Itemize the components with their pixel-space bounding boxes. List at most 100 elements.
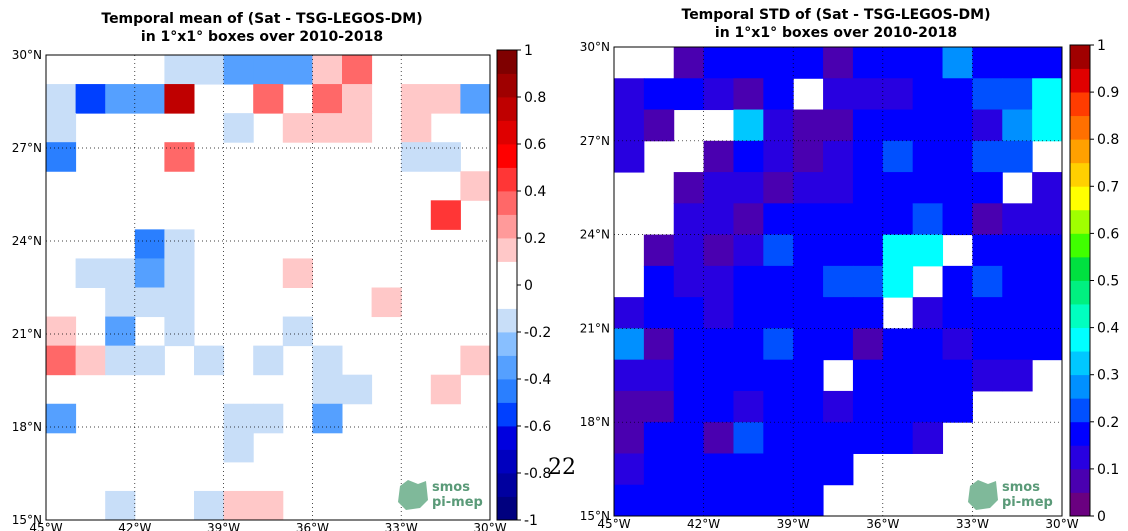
heatmap-cell bbox=[942, 47, 973, 79]
heatmap-cell bbox=[823, 453, 854, 486]
heatmap-cell bbox=[223, 432, 254, 463]
heatmap-cell bbox=[823, 47, 854, 79]
heatmap-cell bbox=[312, 374, 343, 405]
heatmap-cell bbox=[703, 390, 734, 423]
heatmap-cell bbox=[733, 297, 764, 329]
heatmap-cell bbox=[852, 172, 884, 204]
x-tick-label: 36°W bbox=[296, 521, 329, 531]
y-tick-label: 27°N bbox=[580, 134, 610, 148]
heatmap-cell bbox=[614, 328, 645, 361]
heatmap-cell bbox=[733, 422, 764, 454]
mean-gridlines bbox=[46, 55, 490, 520]
x-tick-label: 33°W bbox=[956, 517, 989, 531]
heatmap-cell bbox=[342, 55, 373, 85]
brand-line-1: smos bbox=[432, 480, 470, 495]
heatmap-cell bbox=[75, 258, 106, 288]
heatmap-cell bbox=[371, 287, 402, 318]
colorbar-tick-label: 0.3 bbox=[1097, 368, 1119, 384]
heatmap-cell bbox=[793, 47, 824, 79]
heatmap-cell bbox=[852, 47, 884, 79]
heatmap-cell bbox=[1032, 109, 1063, 142]
heatmap-cell bbox=[972, 140, 1003, 173]
heatmap-cell bbox=[134, 287, 165, 318]
colorbar-segment bbox=[497, 214, 517, 239]
colorbar-segment bbox=[497, 97, 517, 121]
heatmap-cell bbox=[460, 345, 491, 376]
heatmap-cell bbox=[972, 328, 1003, 361]
heatmap-cell bbox=[703, 47, 734, 79]
heatmap-cell bbox=[164, 142, 195, 172]
mean-brand-logo: smos pi-mep bbox=[398, 480, 483, 510]
heatmap-cell bbox=[912, 297, 944, 329]
colorbar-segment bbox=[497, 285, 517, 309]
heatmap-cell bbox=[105, 258, 136, 288]
heatmap-cell bbox=[134, 258, 165, 288]
heatmap-cell bbox=[253, 55, 284, 85]
heatmap-cell bbox=[793, 140, 824, 173]
heatmap-cell bbox=[673, 328, 705, 361]
heatmap-cell bbox=[823, 78, 854, 111]
heatmap-cell bbox=[942, 297, 973, 329]
std-axis-ticks: 45°W 42°W 39°W 36°W 33°W 30°W 30°N 27°N 24°N 21°N… bbox=[580, 40, 1079, 531]
heatmap-cell bbox=[733, 172, 764, 204]
logo-shape-icon bbox=[398, 480, 428, 510]
colorbar-tick-label: -0.2 bbox=[524, 325, 551, 341]
heatmap-cell bbox=[134, 229, 165, 259]
heatmap-cell bbox=[282, 316, 313, 347]
heatmap-cell bbox=[164, 287, 195, 318]
colorbar-tick-label: 0.8 bbox=[1097, 132, 1119, 148]
y-tick-label: 18°N bbox=[12, 420, 42, 434]
heatmap-cell bbox=[223, 490, 254, 521]
heatmap-cell bbox=[823, 265, 854, 298]
heatmap-cell bbox=[401, 84, 432, 114]
colorbar-segment bbox=[1070, 374, 1090, 399]
heatmap-cell bbox=[1032, 172, 1063, 204]
heatmap-cell bbox=[673, 172, 705, 204]
mean-title-line-2: in 1°x1° boxes over 2010-2018 bbox=[141, 29, 383, 45]
heatmap-cell bbox=[673, 78, 705, 111]
x-tick-label: 42°W bbox=[687, 517, 720, 531]
heatmap-cell bbox=[912, 234, 944, 267]
heatmap-cell bbox=[882, 140, 914, 173]
heatmap-cell bbox=[643, 297, 675, 329]
heatmap-cell bbox=[793, 328, 824, 361]
heatmap-cell bbox=[134, 84, 165, 114]
heatmap-cell bbox=[763, 328, 794, 361]
heatmap-cell bbox=[75, 84, 106, 114]
heatmap-cell bbox=[1002, 297, 1033, 329]
heatmap-cell bbox=[643, 484, 675, 517]
heatmap-cell bbox=[703, 234, 734, 267]
colorbar-segment bbox=[497, 308, 517, 333]
heatmap-cell bbox=[882, 328, 914, 361]
heatmap-cell bbox=[733, 328, 764, 361]
heatmap-cell bbox=[763, 422, 794, 454]
heatmap-cell bbox=[46, 84, 77, 114]
heatmap-cell bbox=[282, 55, 313, 85]
colorbar-tick-label: 0.6 bbox=[1097, 226, 1119, 242]
heatmap-cell bbox=[882, 422, 914, 454]
colorbar-segment bbox=[1070, 256, 1090, 281]
heatmap-cell bbox=[614, 297, 645, 329]
heatmap-cell bbox=[46, 345, 77, 376]
heatmap-cell bbox=[105, 287, 136, 318]
y-tick-label: 27°N bbox=[12, 141, 42, 155]
colorbar-segment bbox=[497, 238, 517, 262]
heatmap-cell bbox=[942, 78, 973, 111]
mean-plot-frame bbox=[45, 54, 491, 521]
std-brand-logo: smos pi-mep bbox=[968, 480, 1053, 510]
colorbar-segment bbox=[497, 261, 517, 286]
heatmap-cell bbox=[763, 109, 794, 142]
heatmap-cell bbox=[942, 172, 973, 204]
heatmap-cell bbox=[430, 374, 461, 405]
heatmap-cell bbox=[793, 422, 824, 454]
heatmap-cell bbox=[643, 422, 675, 454]
brand-line-2: pi-mep bbox=[432, 495, 483, 510]
heatmap-cell bbox=[673, 453, 705, 486]
heatmap-cell bbox=[1032, 328, 1063, 361]
heatmap-cell bbox=[253, 403, 284, 434]
heatmap-cell bbox=[852, 265, 884, 298]
colorbar-segment bbox=[497, 449, 517, 474]
heatmap-cell bbox=[223, 55, 254, 85]
colorbar-segment bbox=[497, 379, 517, 403]
heatmap-cell bbox=[673, 265, 705, 298]
